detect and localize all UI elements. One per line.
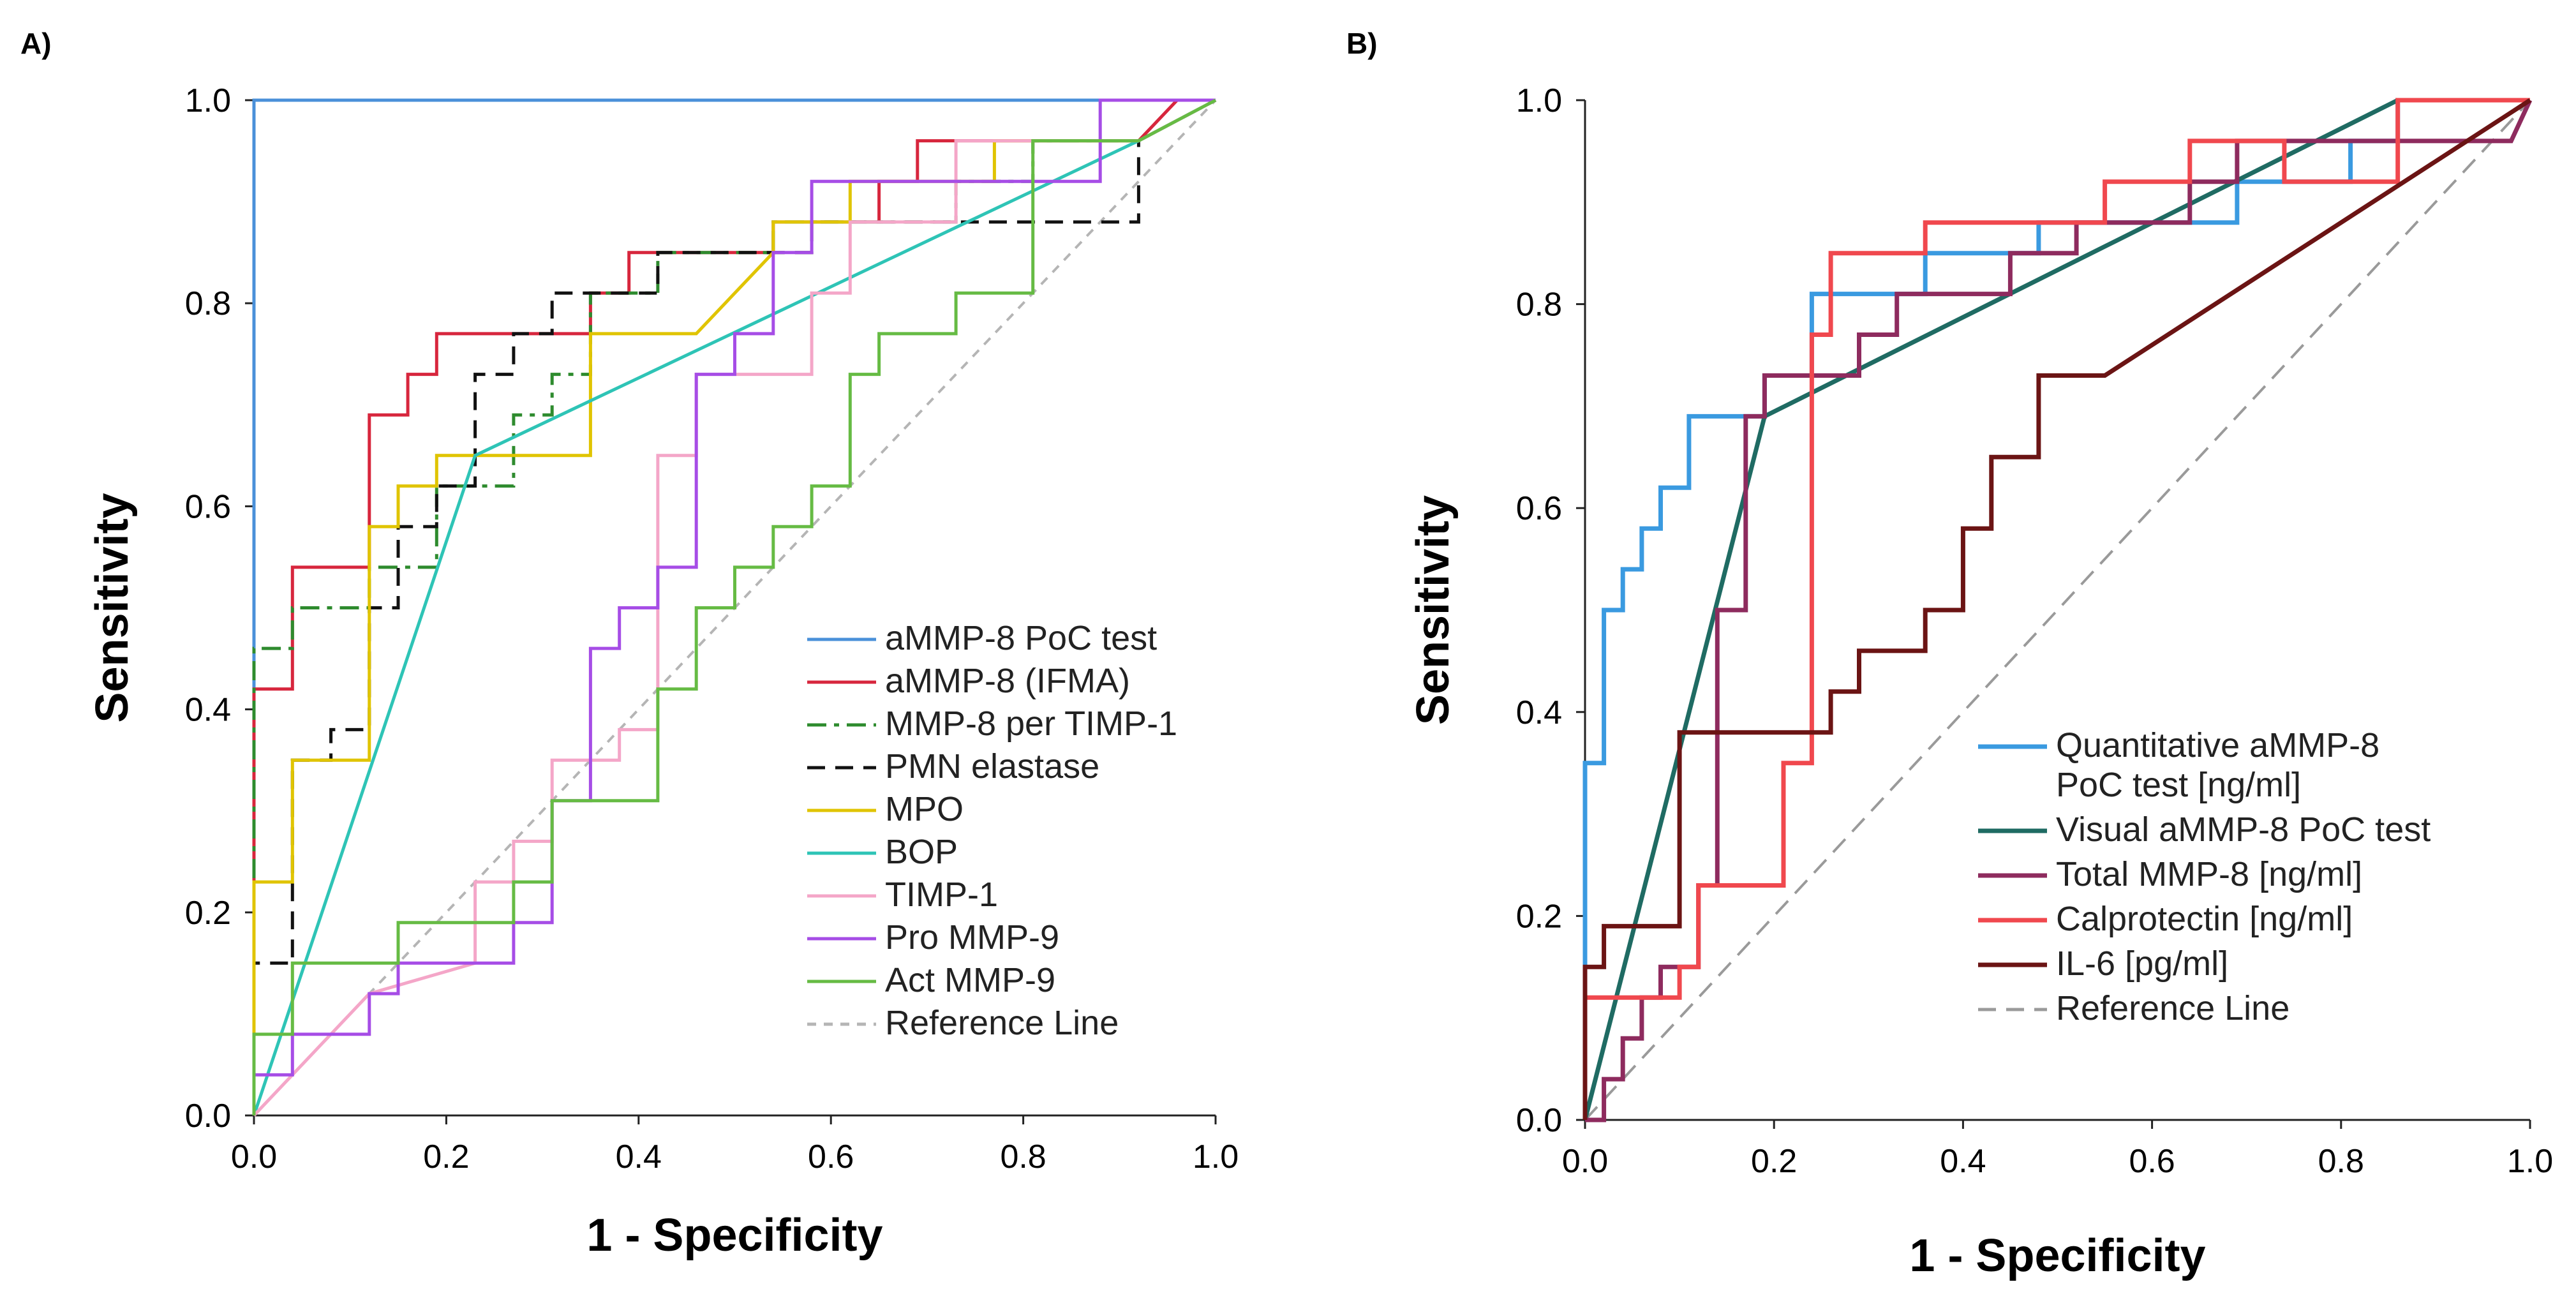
- panel-b: B) 0.0 0.2 0.4 0.6 0.8 1.0 0.0 0.2 0.4 0.6 0.8 1.0 1 …: [1346, 27, 2553, 1281]
- panel-a-y-tick-label: 0.6: [185, 488, 231, 525]
- panel-b-y-tick-label: 1.0: [1516, 82, 1562, 119]
- panel-a-series-pro-mmp-9: [252, 98, 1216, 1115]
- panel-a-series-mmp-8-per-timp-1: [252, 98, 1217, 1115]
- panel-b-y-axis-title: Sensitivity: [1408, 495, 1459, 725]
- panel-a-y-axis-title: Sensitivity: [87, 493, 138, 722]
- panel-a-legend-label-timp-1: TIMP-1: [885, 876, 998, 914]
- panel-a-legend-label-ammp-8-poc-test: aMMP-8 PoC test: [885, 619, 1157, 657]
- panel-a-y-tick-label: 0.0: [185, 1098, 231, 1135]
- panel-b-x-tick-label: 0.8: [2318, 1143, 2364, 1180]
- panel-a-x-tick-label: 0.4: [616, 1138, 662, 1175]
- panel-a-legend-label-pmn-elastase: PMN elastase: [885, 747, 1099, 786]
- panel-a-legend-label-ammp-8-ifma: aMMP-8 (IFMA): [885, 662, 1130, 700]
- panel-b-label: B): [1346, 27, 1378, 60]
- panel-a-series-act-mmp-9: [252, 98, 1217, 1115]
- panel-b-x-tick-label: 1.0: [2507, 1143, 2553, 1180]
- panel-a-x-tick-label: 0.2: [423, 1138, 469, 1175]
- panel-b-y-tick-label: 0.4: [1516, 694, 1562, 731]
- panel-a-label: A): [20, 27, 52, 60]
- panel-a-legend-label-reference-line: Reference Line: [885, 1004, 1119, 1042]
- panel-b-x-tick-label: 0.6: [2129, 1143, 2175, 1180]
- panel-b-legend-label-calprotectin-ng-ml: Calprotectin [ng/ml]: [2056, 900, 2353, 938]
- panel-b-y-tick-label: 0.6: [1516, 490, 1562, 527]
- panel-a-legend-label-mpo: MPO: [885, 790, 964, 828]
- panel-b-x-tick-label: 0.2: [1751, 1143, 1797, 1180]
- panel-b-series-total-mmp-8-ng-ml: [1585, 99, 2533, 1122]
- panel-b-y-tick-label: 0.0: [1516, 1102, 1562, 1139]
- panel-a-x-axis-title: 1 - Specificity: [586, 1210, 882, 1261]
- panel-a-legend-label-bop: BOP: [885, 833, 958, 871]
- panel-a-legend-label-act-mmp-9: Act MMP-9: [885, 961, 1055, 999]
- panel-a-x-tick-label: 0.0: [231, 1138, 277, 1175]
- panel-a-y-tick-label: 0.4: [185, 692, 231, 729]
- panel-a-legend-label-mmp-8-per-timp-1: MMP-8 per TIMP-1: [885, 704, 1177, 743]
- panel-b-y-tick-label: 0.2: [1516, 898, 1562, 935]
- panel-a-x-tick-label: 0.8: [1000, 1138, 1046, 1175]
- panel-a: A) 0.0 0.2 0.4 0.6 0.8 1.0 0.0 0.2 0.4 0.6 0.8 1.0 1 …: [20, 27, 1239, 1261]
- panel-b-legend-label-reference-line: Reference Line: [2056, 989, 2289, 1027]
- panel-a-legend-label-pro-mmp-9: Pro MMP-9: [885, 918, 1059, 957]
- panel-b-series-calprotectin-ng-ml: [1582, 98, 2530, 1120]
- panel-a-x-tick-label: 0.6: [808, 1138, 854, 1175]
- panel-b-x-axis-title: 1 - Specificity: [1909, 1230, 2205, 1281]
- panel-b-x-tick-label: 0.4: [1940, 1143, 1986, 1180]
- panel-b-legend-label-total-mmp-8-ng-ml: Total MMP-8 [ng/ml]: [2056, 855, 2362, 893]
- panel-b-legend: Quantitative aMMP-8 PoC test [ng/ml] Visua…: [1978, 726, 2431, 1027]
- panel-b-x-tick-label: 0.0: [1562, 1143, 1608, 1180]
- panel-b-legend-label-il-6-pg-ml: IL-6 [pg/ml]: [2056, 944, 2228, 983]
- panel-b-legend-label-visual-ammp-8-poc-test: Visual aMMP-8 PoC test: [2056, 810, 2431, 849]
- panel-b-y-tick-label: 0.8: [1516, 287, 1562, 324]
- panel-b-legend-label-quantitative-ammp-8-poc-test-ng-ml: Quantitative aMMP-8 PoC test [ng/ml]: [2056, 726, 2379, 804]
- panel-a-legend: aMMP-8 PoC test aMMP-8 (IFMA) MMP-8 per TI…: [807, 619, 1177, 1042]
- panel-a-y-tick-label: 1.0: [185, 82, 231, 119]
- panel-a-y-tick-label: 0.8: [185, 285, 231, 322]
- panel-b-series-reference-line: [1584, 99, 2531, 1121]
- panel-a-x-tick-label: 1.0: [1193, 1138, 1239, 1175]
- panel-a-y-tick-label: 0.2: [185, 895, 231, 932]
- panel-b-series-il-6-pg-ml: [1582, 98, 2531, 1120]
